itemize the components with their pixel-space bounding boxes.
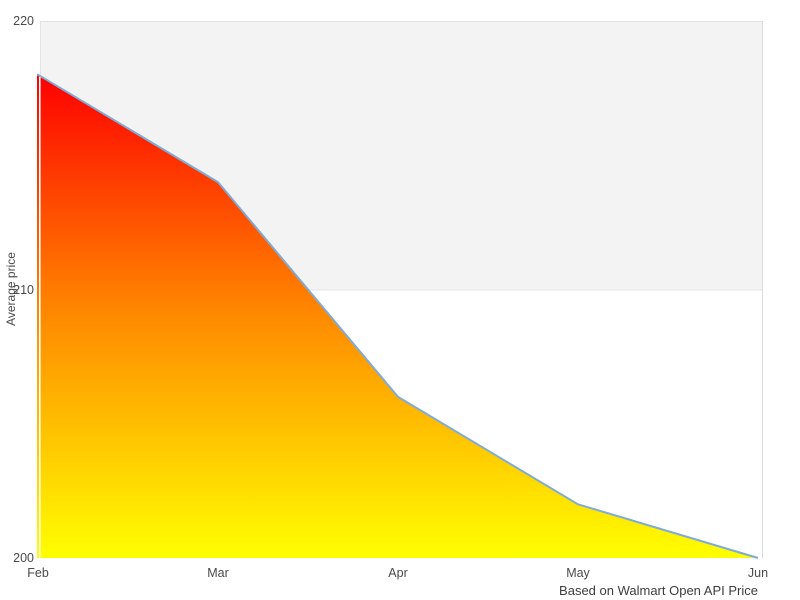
x-tick-label-jun: Jun <box>747 566 769 580</box>
x-tick-label-may: May <box>566 566 590 580</box>
x-tick-label-apr: Apr <box>388 566 408 580</box>
y-tick-label-220: 220 <box>13 14 34 28</box>
chart-caption: Based on Walmart Open API Price <box>559 583 758 598</box>
y-tick-label-210: 210 <box>13 282 34 297</box>
x-tick-label-mar: Mar <box>207 566 229 580</box>
x-tick-label-feb: Feb <box>27 566 49 580</box>
area-series-line <box>37 73 759 559</box>
y-tick-label-200: 200 <box>13 551 34 565</box>
y-axis-title-text: Average price <box>4 252 18 326</box>
area-series-fill <box>37 74 758 558</box>
